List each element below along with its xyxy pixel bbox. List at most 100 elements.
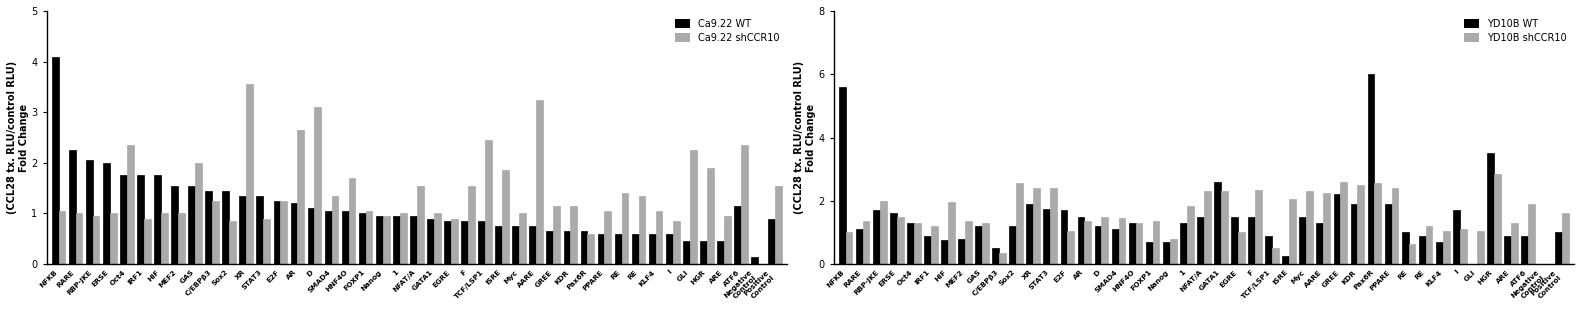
Bar — [1247, 217, 1255, 264]
Bar — [1418, 236, 1426, 264]
Bar — [1034, 188, 1040, 264]
Legend: Ca9.22 WT, Ca9.22 shCCR10: Ca9.22 WT, Ca9.22 shCCR10 — [672, 16, 783, 45]
Bar — [734, 206, 741, 264]
Bar — [485, 140, 492, 264]
Bar — [1179, 223, 1187, 264]
Bar — [941, 240, 949, 264]
Bar — [477, 221, 485, 264]
Bar — [264, 219, 270, 264]
Bar — [1374, 183, 1382, 264]
Bar — [274, 201, 280, 264]
Bar — [598, 234, 604, 264]
Bar — [153, 175, 161, 264]
Legend: YD10B WT, YD10B shCCR10: YD10B WT, YD10B shCCR10 — [1461, 16, 1570, 45]
Bar — [144, 219, 150, 264]
Bar — [315, 107, 321, 264]
Bar — [1017, 183, 1023, 264]
Bar — [468, 186, 474, 264]
Bar — [1494, 174, 1500, 264]
Bar — [621, 193, 628, 264]
Bar — [1562, 213, 1568, 264]
Bar — [427, 219, 433, 264]
Bar — [1085, 221, 1091, 264]
Bar — [1164, 242, 1170, 264]
Bar — [223, 191, 229, 264]
Bar — [1203, 191, 1211, 264]
Bar — [348, 178, 356, 264]
Bar — [280, 201, 288, 264]
Bar — [1214, 182, 1221, 264]
Bar — [530, 226, 536, 264]
Bar — [1358, 185, 1364, 264]
Bar — [1289, 199, 1296, 264]
Bar — [923, 236, 931, 264]
Bar — [1170, 239, 1176, 264]
Bar — [519, 213, 526, 264]
Bar — [52, 57, 58, 264]
Bar — [975, 226, 982, 264]
Bar — [536, 100, 542, 264]
Bar — [1300, 217, 1306, 264]
Bar — [1061, 210, 1067, 264]
Bar — [1238, 232, 1244, 264]
Bar — [648, 234, 656, 264]
Bar — [718, 241, 724, 264]
Bar — [433, 213, 441, 264]
Bar — [171, 186, 179, 264]
Bar — [1067, 231, 1073, 264]
Bar — [179, 213, 185, 264]
Bar — [1409, 244, 1415, 264]
Bar — [1078, 217, 1085, 264]
Bar — [999, 253, 1006, 264]
Bar — [964, 221, 972, 264]
Bar — [376, 216, 383, 264]
Bar — [1323, 193, 1330, 264]
Bar — [890, 213, 896, 264]
Bar — [297, 130, 304, 264]
Bar — [1135, 223, 1143, 264]
Bar — [588, 234, 594, 264]
Bar — [632, 234, 639, 264]
Bar — [1197, 217, 1203, 264]
Bar — [400, 213, 406, 264]
Bar — [1153, 221, 1159, 264]
Bar — [571, 206, 577, 264]
Bar — [308, 208, 315, 264]
Bar — [70, 150, 76, 264]
Bar — [639, 196, 645, 264]
Bar — [775, 186, 783, 264]
Bar — [1026, 204, 1034, 264]
Bar — [1443, 231, 1450, 264]
Bar — [1477, 231, 1483, 264]
Y-axis label: (CCL28 tx. RLU/control RLU)
Fold Change: (CCL28 tx. RLU/control RLU) Fold Change — [6, 61, 28, 214]
Bar — [1102, 217, 1108, 264]
Bar — [846, 232, 852, 264]
Bar — [674, 221, 680, 264]
Bar — [993, 248, 999, 264]
Bar — [126, 145, 134, 264]
Bar — [768, 219, 775, 264]
Bar — [365, 211, 373, 264]
Bar — [109, 213, 117, 264]
Bar — [1521, 236, 1527, 264]
Bar — [1146, 242, 1153, 264]
Bar — [896, 217, 904, 264]
Bar — [1111, 229, 1118, 264]
Bar — [1187, 206, 1194, 264]
Bar — [120, 175, 126, 264]
Bar — [1009, 226, 1017, 264]
Bar — [840, 87, 846, 264]
Bar — [1255, 190, 1262, 264]
Bar — [1043, 209, 1050, 264]
Bar — [341, 211, 348, 264]
Bar — [194, 163, 202, 264]
Bar — [103, 163, 109, 264]
Bar — [724, 216, 730, 264]
Bar — [1273, 248, 1279, 264]
Bar — [324, 211, 332, 264]
Bar — [85, 160, 93, 264]
Bar — [1341, 182, 1347, 264]
Bar — [1265, 236, 1273, 264]
Bar — [553, 206, 560, 264]
Bar — [656, 211, 662, 264]
